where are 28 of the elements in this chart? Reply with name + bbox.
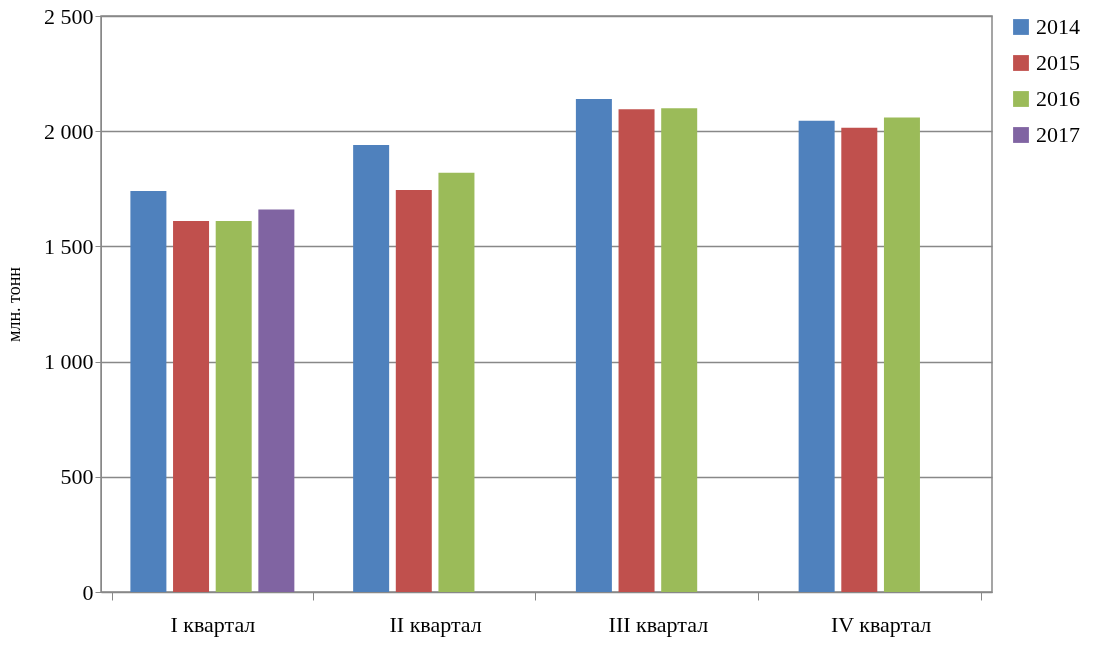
bar [395, 189, 432, 592]
y-tick-label: 500 [60, 464, 94, 490]
legend-label: 2016 [1036, 86, 1080, 111]
legend-label: 2015 [1036, 50, 1080, 75]
y-tick-label: 0 [82, 579, 94, 605]
x-tick-label: I квартал [170, 611, 256, 637]
y-axis-title: млн. тонн [4, 266, 24, 342]
y-tick-label: 1 000 [44, 349, 94, 375]
y-tick-label: 2 000 [44, 118, 94, 144]
x-tick-label: IV квартал [830, 611, 932, 637]
bar [661, 108, 698, 592]
legend-label: 2017 [1036, 122, 1080, 147]
bar [215, 221, 252, 592]
bar [618, 109, 655, 592]
bar [353, 145, 390, 592]
bar [173, 221, 210, 592]
x-tick-label: III квартал [608, 611, 709, 637]
bar [130, 191, 167, 592]
bar [883, 117, 920, 592]
legend-label: 2014 [1036, 14, 1080, 39]
x-tick-label: II квартал [389, 611, 482, 637]
bar [841, 127, 878, 592]
bar [798, 120, 835, 592]
bar [438, 172, 475, 592]
bar [258, 209, 295, 592]
y-tick-label: 1 500 [44, 233, 94, 259]
y-tick-label: 2 500 [44, 3, 94, 29]
bar [575, 98, 612, 592]
